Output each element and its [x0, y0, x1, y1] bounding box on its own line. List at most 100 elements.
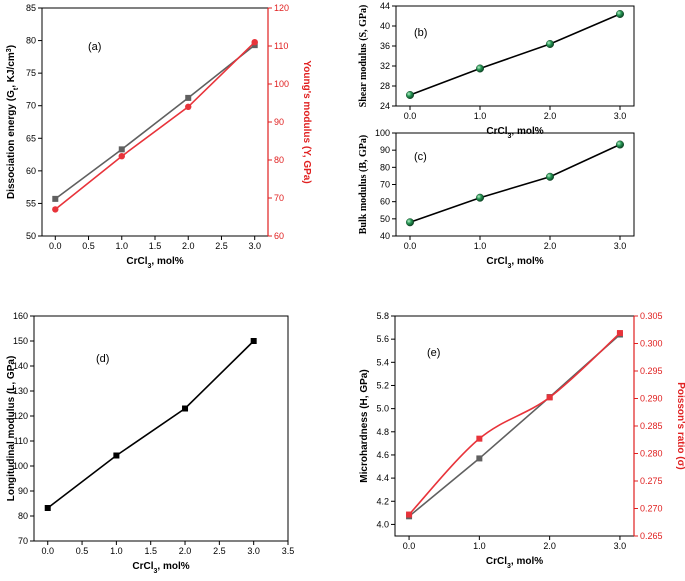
x-axis-label: CrCl3, mol% — [486, 556, 543, 570]
x-tick-label: 0.0 — [49, 241, 62, 251]
data-point — [406, 90, 415, 99]
y-tick-label: 4.8 — [376, 427, 389, 437]
y-right-tick-label: 120 — [274, 3, 289, 13]
data-point — [546, 172, 555, 181]
y-right-tick-label: 0.295 — [640, 366, 663, 376]
y-tick-label: 5.0 — [376, 404, 389, 414]
y-tick-label: 4.2 — [376, 496, 389, 506]
data-point — [616, 140, 625, 149]
series-line-1 — [408, 332, 621, 516]
data-point — [113, 452, 120, 459]
y-tick-label: 120 — [13, 411, 28, 421]
data-point — [406, 511, 413, 518]
x-tick-label: 2.0 — [182, 241, 195, 251]
y-tick-label: 60 — [26, 166, 36, 176]
y-tick-label: 5.8 — [376, 311, 389, 321]
data-point — [185, 94, 192, 101]
chart-panel-c: 0.0 1.0 2.0 3.0 40 50 60 70 80 90 100 (c) — [375, 128, 635, 251]
y-tick-label: 4.4 — [376, 473, 389, 483]
x-tick-label: 1.0 — [474, 241, 487, 251]
x-tick-label: 2.0 — [544, 111, 557, 121]
y-tick-label: 40 — [380, 21, 390, 31]
x-tick-label: 3.5 — [282, 546, 295, 556]
y-tick-label: 100 — [375, 128, 390, 138]
plot-frame — [33, 315, 289, 542]
y-tick-label: 40 — [380, 231, 390, 241]
y-tick-label: 100 — [13, 461, 28, 471]
y-tick-label: 65 — [26, 133, 36, 143]
y-tick-label: 85 — [26, 3, 36, 13]
y-tick-label: 36 — [380, 41, 390, 51]
y-axis-label: Longitudinal modulus (L, GPa) — [6, 356, 17, 502]
data-point — [476, 435, 483, 442]
series-line-1 — [54, 41, 256, 211]
y-tick-label: 150 — [13, 336, 28, 346]
x-tick-label: 3.0 — [247, 546, 260, 556]
y-tick-label: 4.0 — [376, 519, 389, 529]
x-tick-label: 0.0 — [403, 541, 416, 551]
data-point — [52, 206, 59, 213]
x-tick-label: 0.5 — [82, 241, 95, 251]
series-line-0 — [409, 143, 621, 224]
y-tick-label: 80 — [26, 36, 36, 46]
y-axis-label: Microhardness (H, GPa) — [359, 369, 370, 482]
y-right-tick-label: 0.290 — [640, 394, 663, 404]
y-tick-label: 24 — [380, 101, 390, 111]
y-axis-label: Shear modulus (S, GPa) — [358, 5, 369, 108]
x-tick-label: 0.0 — [41, 546, 54, 556]
y-tick-label: 140 — [13, 361, 28, 371]
x-axis-label: CrCl3, mol% — [132, 561, 189, 575]
x-tick-label: 3.0 — [614, 541, 627, 551]
panel-label: (a) — [88, 41, 101, 53]
plot-frame — [41, 7, 269, 237]
data-point — [52, 195, 59, 202]
data-point — [185, 103, 192, 111]
x-tick-label: 2.0 — [543, 541, 556, 551]
y-right-tick-label: 0.305 — [640, 311, 663, 321]
y-right-tick-label: 0.285 — [640, 421, 663, 431]
y-tick-label: 130 — [13, 386, 28, 396]
chart-panel-a: 0.0 0.5 1.0 1.5 2.0 2.5 3.0 50 55 60 65 70 75 80 85 60 7… — [26, 3, 312, 251]
chart-panel-b: 0.0 1.0 2.0 3.0 24 28 32 36 40 44 (b) — [380, 1, 635, 121]
y-tick-label: 5.4 — [376, 357, 389, 367]
y-right-tick-label: 60 — [274, 231, 284, 241]
series-line-0 — [409, 13, 621, 96]
y-tick-label: 70 — [26, 101, 36, 111]
x-tick-label: 3.0 — [614, 241, 627, 251]
y-tick-label: 110 — [14, 436, 28, 446]
y-tick-label: 80 — [18, 511, 28, 521]
y-right-tick-label: 0.265 — [640, 531, 663, 541]
x-tick-label: 1.0 — [110, 546, 123, 556]
x-tick-label: 1.0 — [474, 111, 487, 121]
series-line-0 — [47, 340, 255, 509]
y-tick-label: 32 — [380, 61, 390, 71]
y-tick-label: 50 — [380, 214, 390, 224]
y-tick-label: 70 — [380, 180, 390, 190]
y-right-tick-label: 0.300 — [640, 339, 663, 349]
x-axis-label: CrCl3, mol% — [486, 126, 543, 140]
data-point — [118, 146, 125, 153]
y-right-axis-label: Young's modulus (Y, GPa) — [301, 60, 312, 183]
x-tick-label: 1.0 — [116, 241, 129, 251]
y-tick-label: 5.6 — [376, 334, 389, 344]
y-axis-label: Dissociation energy (Gt, KJ/cm3) — [6, 45, 20, 199]
data-point — [546, 394, 553, 401]
data-point — [476, 455, 483, 462]
y-tick-label: 5.2 — [376, 380, 389, 390]
y-right-tick-label: 90 — [274, 117, 284, 127]
y-axis-label: Bulk modulus (B, GPa) — [358, 135, 369, 234]
x-tick-label: 2.0 — [544, 241, 557, 251]
panel-label: (e) — [427, 347, 440, 359]
y-tick-label: 70 — [18, 536, 28, 546]
y-tick-label: 55 — [26, 198, 36, 208]
panel-label: (d) — [96, 353, 109, 365]
x-axis-label: CrCl3, mol% — [126, 256, 183, 270]
y-right-tick-label: 100 — [274, 79, 289, 89]
chart-panel-e: 0.0 1.0 2.0 3.0 4.0 4.2 4.4 4.6 4.8 5.0 5.2 5.4 5.6 5… — [376, 311, 685, 551]
data-point — [44, 505, 51, 511]
x-tick-label: 3.0 — [614, 111, 627, 121]
y-right-tick-label: 0.270 — [640, 504, 663, 514]
x-tick-label: 0.0 — [404, 241, 417, 251]
data-point — [251, 39, 258, 46]
